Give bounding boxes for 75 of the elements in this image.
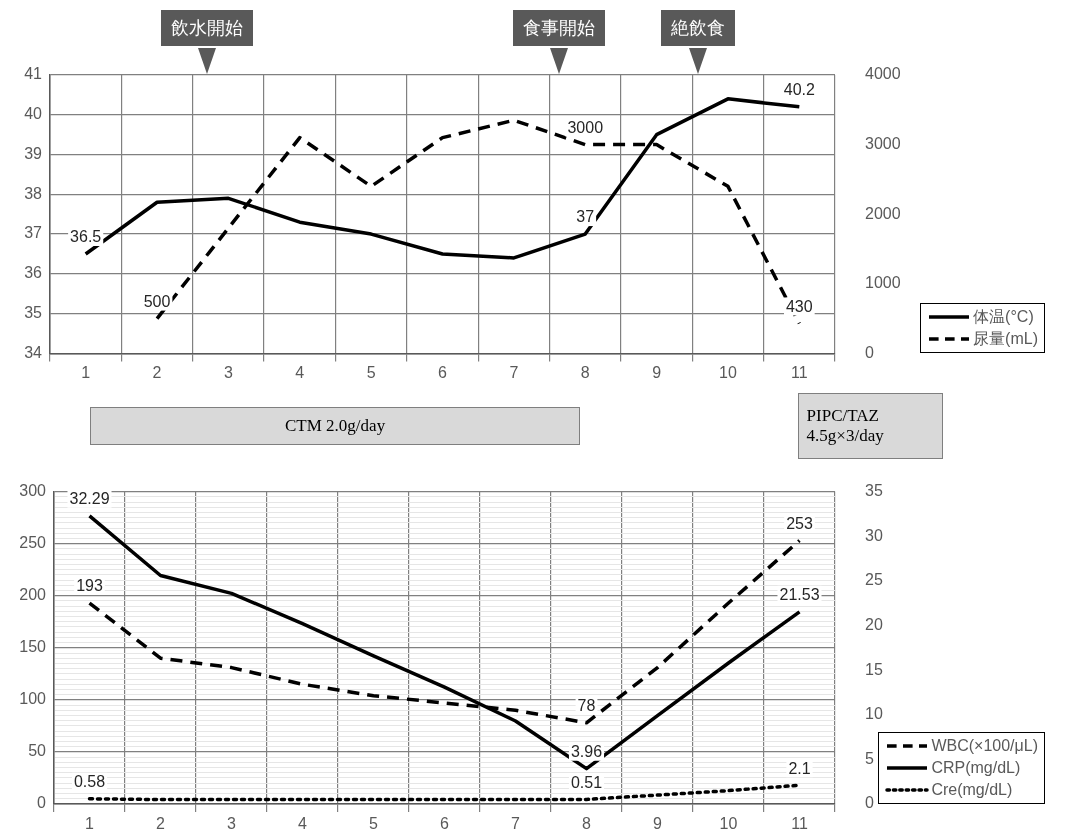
data-label: 37: [576, 208, 595, 226]
data-label: 40.2: [783, 81, 815, 99]
y2-tick-label: 0: [865, 343, 874, 361]
data-label: 32.29: [69, 490, 110, 508]
y2-tick-label: 20: [865, 615, 883, 633]
y-tick-label: 0: [37, 794, 47, 812]
y2-tick-label: 4000: [865, 65, 901, 83]
x-tick-label: 5: [369, 815, 379, 833]
x-tick-label: 8: [582, 815, 592, 833]
x-tick-label: 8: [580, 364, 590, 382]
y-tick-label: 38: [24, 184, 43, 202]
y2-tick-label: 35: [865, 482, 883, 500]
x-tick-label: 3: [223, 364, 233, 382]
x-tick-label: 6: [438, 364, 448, 382]
x-tick-label: 9: [653, 815, 663, 833]
text: 飲水開始: [161, 10, 253, 46]
y-tick-label: 200: [19, 586, 47, 604]
x-tick-label: 11: [791, 815, 808, 833]
x-tick-label: 2: [156, 815, 166, 833]
legend-label: CRP(mg/dL): [931, 759, 1021, 777]
y2-tick-label: 30: [865, 526, 883, 544]
y2-tick-label: 0: [865, 794, 874, 812]
y-tick-label: 41: [24, 65, 43, 83]
y-tick-label: 34: [24, 343, 43, 361]
x-tick-label: 9: [652, 364, 662, 382]
data-label: 500: [143, 293, 171, 311]
y-tick-label: 100: [19, 690, 47, 708]
y-tick-label: 40: [24, 105, 43, 123]
x-tick-label: 7: [509, 364, 519, 382]
data-label: 3000: [567, 119, 604, 137]
y2-tick-label: 25: [865, 571, 883, 589]
x-tick-label: 1: [81, 364, 91, 382]
x-tick-label: 4: [298, 815, 308, 833]
y-tick-label: 39: [24, 144, 43, 162]
legend-label: 尿量(mL): [973, 328, 1038, 349]
data-label: 78: [577, 697, 596, 715]
x-tick-label: 1: [85, 815, 95, 833]
data-label: 430: [785, 297, 813, 315]
x-tick-label: 4: [295, 364, 305, 382]
y2-tick-label: 1000: [865, 274, 901, 292]
y-tick-label: 150: [19, 638, 47, 656]
data-label: 21.53: [779, 586, 820, 604]
x-tick-label: 11: [791, 364, 808, 382]
x-tick-label: 2: [152, 364, 162, 382]
text: 食事開始: [512, 10, 605, 46]
text: 絶飲食: [660, 10, 735, 46]
data-label: 36.5: [70, 228, 102, 246]
legend-label: Cre(mg/dL): [931, 781, 1013, 799]
y2-tick-label: 10: [865, 705, 883, 723]
text: CTM 2.0g/day: [89, 407, 581, 445]
data-label: 193: [76, 577, 103, 595]
y-tick-label: 250: [19, 534, 47, 552]
y-tick-label: 35: [24, 304, 43, 322]
y2-tick-label: 2000: [865, 204, 901, 222]
data-label: 0.51: [570, 773, 603, 791]
x-tick-label: 6: [440, 815, 450, 833]
y2-tick-label: 15: [865, 660, 883, 678]
x-tick-label: 3: [227, 815, 237, 833]
data-label: 3.96: [570, 743, 603, 761]
data-label: 0.58: [73, 773, 106, 791]
text: PIPC/TAZ 4.5g×3/day: [797, 393, 943, 459]
data-label: 253: [786, 514, 813, 532]
y-tick-label: 300: [19, 482, 47, 500]
legend-label: 体温(°C): [973, 306, 1034, 327]
y-tick-label: 36: [24, 264, 43, 282]
y-tick-label: 37: [24, 224, 43, 242]
y2-tick-label: 5: [865, 749, 874, 767]
x-tick-label: 10: [719, 815, 738, 833]
x-tick-label: 5: [366, 364, 376, 382]
data-label: 2.1: [788, 759, 811, 777]
x-tick-label: 7: [511, 815, 521, 833]
y2-tick-label: 3000: [865, 135, 901, 153]
x-tick-label: 10: [719, 364, 737, 382]
y-tick-label: 50: [28, 742, 47, 760]
legend-label: WBC(×100/μL): [931, 737, 1038, 755]
